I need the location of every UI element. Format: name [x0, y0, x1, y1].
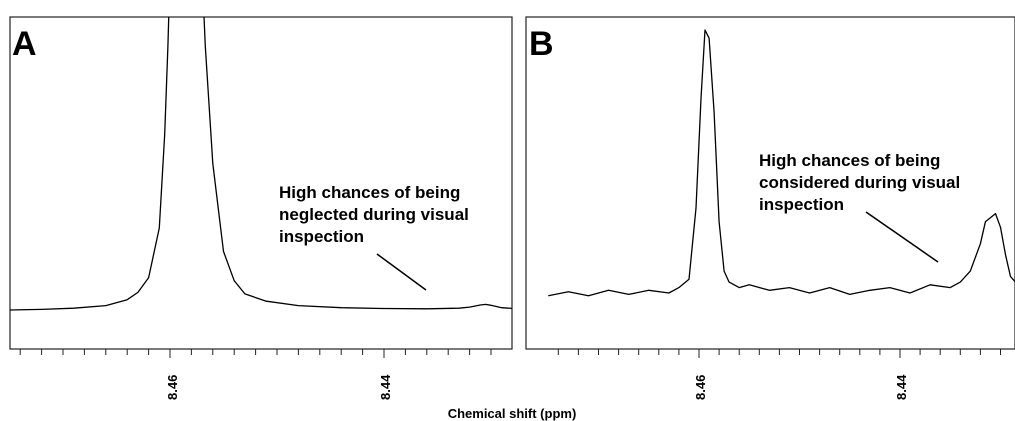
x-axis-ticks-b: [557, 349, 1001, 358]
plot-frame-a: [9, 16, 513, 350]
panel-b: B High chances of being considered durin…: [525, 16, 1015, 400]
annotation-b-line-1: High chances of being: [759, 151, 940, 170]
annotation-a: High chances of being neglected during v…: [279, 183, 474, 246]
annotation-b: High chances of being considered during …: [759, 151, 965, 214]
x-axis-title: Chemical shift (ppm): [448, 406, 577, 421]
annotation-a-line-2: neglected during visual: [279, 205, 469, 224]
spectrum-trace-b-group: [548, 29, 1015, 297]
tick-label-b-8.44: 8.44: [894, 374, 909, 400]
annotation-b-line-2: considered during visual: [759, 173, 960, 192]
tick-label-a-8.46: 8.46: [165, 375, 180, 400]
tick-label-a-8.44: 8.44: [378, 374, 393, 400]
spectrum-trace-a-group: [10, 17, 512, 311]
annotation-b-line-3: inspection: [759, 195, 844, 214]
spectrum-trace-a: [10, 17, 512, 311]
annotation-a-line-3: inspection: [279, 227, 364, 246]
annotation-a-pointer: [376, 253, 427, 291]
panel-a: A High chances of being neglected during…: [9, 16, 513, 400]
tick-label-b-8.46: 8.46: [693, 375, 708, 400]
panel-label-b: B: [529, 25, 554, 63]
annotation-a-line-1: High chances of being: [279, 183, 460, 202]
spectrum-trace-b: [548, 29, 1015, 297]
panel-label-a: A: [12, 25, 37, 63]
plot-frame-b: [525, 16, 1015, 350]
annotation-b-pointer: [865, 211, 939, 263]
x-axis-ticks-a: [19, 349, 492, 358]
